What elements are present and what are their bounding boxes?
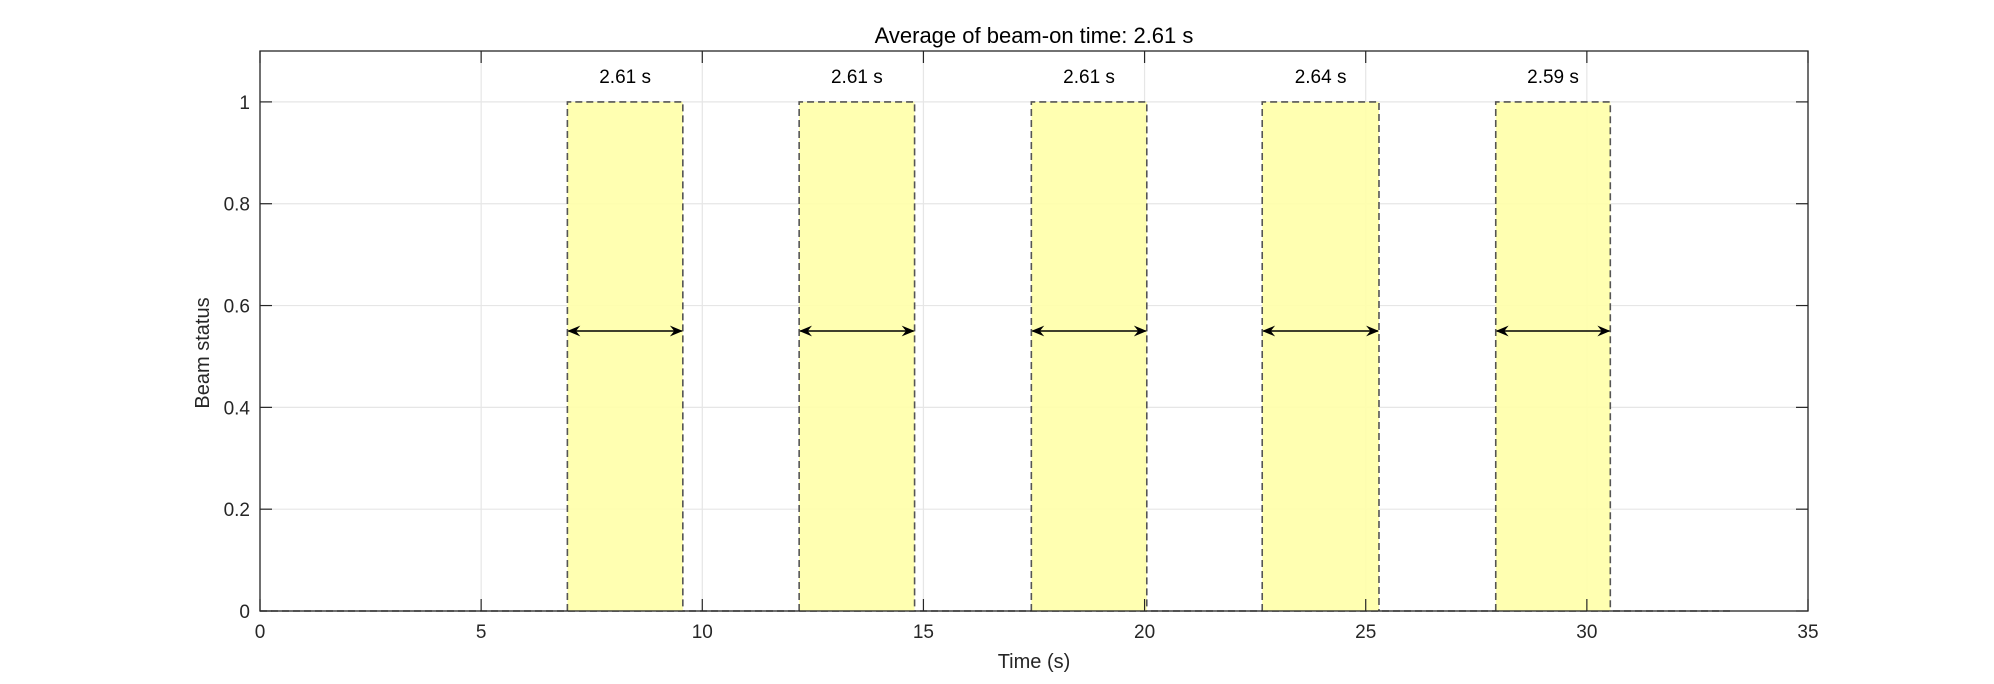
pulse-fill-3	[1031, 101, 1147, 611]
pulse-duration-label-1: 2.61 s	[599, 67, 651, 88]
chart-title: Average of beam-on time: 2.61 s	[875, 23, 1194, 48]
y-tick-label: 1	[239, 93, 250, 114]
pulse-outline-5	[1494, 101, 1612, 611]
pulse-fill-4	[1262, 101, 1379, 611]
pulse-fill-2	[799, 101, 915, 611]
pulse-outline-3	[1030, 101, 1148, 611]
tick-labels: 0 5 10 15 20 25 30 35 0 0.2 0.4 0.6 0.8 1	[224, 93, 1819, 643]
pulse-duration-label-4: 2.64 s	[1295, 67, 1347, 88]
pulse-fill-5	[1495, 101, 1611, 611]
y-axis-label: Beam status	[192, 297, 214, 408]
x-tick-label: 5	[476, 622, 487, 643]
pulse-duration-label-5: 2.59 s	[1527, 67, 1579, 88]
y-tick-label: 0.2	[224, 500, 250, 521]
pulse-fill-1	[567, 101, 683, 611]
x-tick-label: 10	[692, 622, 713, 643]
x-tick-label: 20	[1134, 622, 1155, 643]
y-tick-label: 0.6	[224, 297, 250, 318]
y-tick-label: 0.4	[224, 398, 251, 419]
pulse-duration-label-2: 2.61 s	[831, 67, 883, 88]
pulse-outline-2	[798, 101, 916, 611]
pulse-outline-1	[566, 101, 684, 611]
pulse-regions: 2.61 s 2.61 s 2.61 s 2.64 s 2.59 s	[260, 67, 1733, 612]
x-tick-label: 15	[913, 622, 934, 643]
y-tick-label: 0.8	[224, 195, 250, 216]
axes-box	[259, 50, 1809, 612]
plot-axes	[259, 50, 1809, 612]
pulse-duration-label-3: 2.61 s	[1063, 67, 1115, 88]
pulse-outline-4	[1261, 101, 1380, 611]
x-tick-label: 35	[1797, 622, 1818, 643]
x-tick-label: 0	[255, 622, 266, 643]
x-tick-label: 30	[1576, 622, 1597, 643]
x-axis-label: Time (s)	[998, 651, 1071, 673]
x-tick-label: 25	[1355, 622, 1376, 643]
y-tick-label: 0	[239, 602, 250, 623]
